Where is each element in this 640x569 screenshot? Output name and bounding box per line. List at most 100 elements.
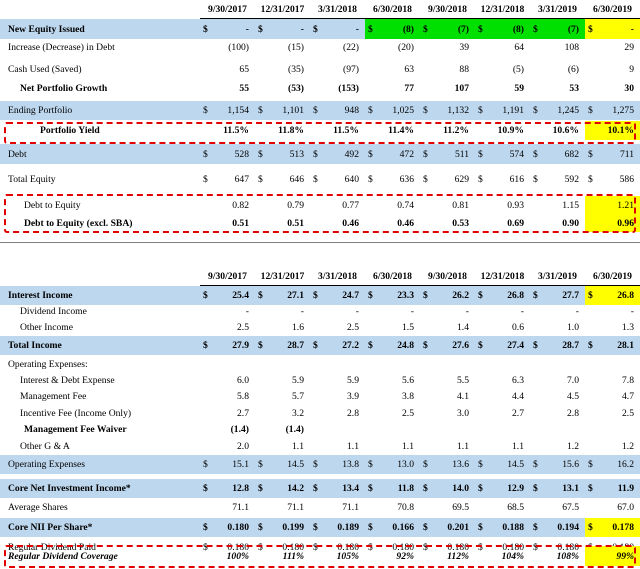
- table-cell: $24.7: [310, 286, 365, 305]
- table-cell: 112%: [420, 546, 475, 566]
- table-cell: 5.9: [310, 372, 365, 388]
- cell-value: 14.0: [452, 483, 469, 494]
- cell-value: 14.2: [287, 483, 304, 494]
- table-cell: 92%: [365, 546, 420, 566]
- cell-value: 0.178: [612, 522, 634, 533]
- table-cell: -: [200, 304, 255, 319]
- cell-value: 13.6: [452, 459, 469, 470]
- table-cell: 67.0: [585, 498, 640, 517]
- cell-value: 1,154: [227, 105, 249, 116]
- table-cell: $ -: [255, 19, 310, 39]
- table-cell: $26.8: [585, 286, 640, 305]
- currency-symbol: $: [533, 522, 538, 533]
- table-cell: 53: [530, 79, 585, 97]
- table-cell: 5.6: [365, 372, 420, 388]
- table-cell: $26.2: [420, 286, 475, 305]
- table-row: Average Shares 71.1 71.1 71.1 70.8 69.5 68.5 67…: [0, 498, 640, 517]
- cell-value: 1.4: [457, 321, 469, 333]
- currency-symbol: $: [203, 23, 208, 35]
- table-cell: 1.4: [420, 319, 475, 335]
- cell-value: 2.8: [567, 407, 579, 419]
- cell-value: (6): [567, 64, 579, 75]
- table-cell: $23.3: [365, 286, 420, 305]
- table-cell: 29: [585, 39, 640, 56]
- cell-value: 2.5: [237, 321, 249, 333]
- cell-value: 9: [629, 64, 634, 75]
- table-row: Dividend Income - - - - - - - -: [0, 304, 640, 319]
- cell-value: 0.194: [557, 522, 579, 533]
- cell-value: 0.6: [512, 321, 524, 333]
- table-row: Operating Expenses $15.1 $14.5 $13.8 $13.0 $1…: [0, 455, 640, 474]
- row-label: Management Fee Waiver: [24, 424, 127, 435]
- cell-value: 3.9: [347, 391, 359, 402]
- currency-symbol: $: [368, 105, 373, 116]
- table-cell: 6.3: [475, 372, 530, 388]
- column-header: 3/31/2018: [310, 0, 365, 19]
- cell-value: 77: [404, 82, 414, 94]
- table-cell: $0.180: [420, 538, 475, 556]
- table-cell: 71.1: [310, 498, 365, 517]
- cell-value: 1,245: [557, 105, 579, 116]
- cell-value: 3.0: [457, 407, 469, 419]
- cell-value: 68.5: [507, 502, 524, 513]
- currency-symbol: $: [533, 23, 538, 35]
- table-cell: 5.9: [255, 372, 310, 388]
- currency-symbol: $: [368, 522, 373, 533]
- table-cell: 3.2: [255, 405, 310, 421]
- table-cell: $0.201: [420, 518, 475, 537]
- currency-symbol: $: [533, 290, 538, 301]
- currency-symbol: $: [203, 173, 208, 185]
- header-spacer: [0, 0, 200, 19]
- table-cell: $ (7): [420, 19, 475, 39]
- table-cell: $0.180: [365, 538, 420, 556]
- cell-value: 0.180: [227, 522, 249, 533]
- cell-value: 39: [459, 42, 469, 53]
- table-cell: 2.8: [530, 405, 585, 421]
- cell-value: 27.2: [342, 340, 359, 351]
- cell-value: 1.3: [622, 321, 634, 333]
- table-cell: 1.6: [255, 319, 310, 335]
- table-cell: 68.5: [475, 498, 530, 517]
- row-label: Management Fee: [20, 391, 87, 402]
- row-label: Core NII Per Share*: [8, 522, 93, 533]
- table-cell: 2.5: [365, 405, 420, 421]
- table-cell: $12.8: [200, 479, 255, 498]
- table-cell: 4.5: [530, 388, 585, 405]
- table-cell: $ -: [200, 19, 255, 39]
- currency-symbol: $: [368, 23, 373, 35]
- table-cell: 63: [365, 61, 420, 78]
- cell-value: -: [465, 306, 469, 317]
- cell-value: 100%: [226, 550, 249, 562]
- cell-value: (15): [288, 42, 304, 53]
- table-cell: $15.1: [200, 455, 255, 474]
- currency-symbol: $: [258, 541, 263, 553]
- cell-value: 0.81: [452, 199, 469, 211]
- cell-value: 27.6: [452, 340, 469, 351]
- table-cell: 88: [420, 61, 475, 78]
- cell-value: 11.9: [617, 483, 634, 494]
- cell-value: 0.77: [342, 199, 359, 211]
- currency-symbol: $: [313, 541, 318, 553]
- table-cell: 104%: [475, 546, 530, 566]
- table-cell: $1,191: [475, 101, 530, 120]
- cell-value: 4.4: [512, 391, 524, 402]
- table-cell: $27.9: [200, 336, 255, 355]
- cell-value: -: [355, 23, 359, 35]
- table-cell: $592: [530, 170, 585, 188]
- cell-value: 0.93: [507, 199, 524, 211]
- cell-value: 4.1: [457, 391, 469, 402]
- table-cell: 1.1: [475, 438, 530, 454]
- table-cell: 10.6%: [530, 121, 585, 140]
- cell-value: 71.1: [232, 502, 249, 513]
- cell-value: 11.5%: [223, 125, 249, 136]
- table-cell: 67.5: [530, 498, 585, 517]
- cell-value: 0.180: [337, 541, 359, 553]
- cell-value: 11.5%: [333, 125, 359, 136]
- cell-value: 107: [454, 82, 469, 94]
- column-header: 3/31/2019: [530, 267, 585, 286]
- cell-value: 67.5: [562, 502, 579, 513]
- table-cell: $0.194: [530, 518, 585, 537]
- table-cell: 7.8: [585, 372, 640, 388]
- column-header: 9/30/2017: [200, 0, 255, 19]
- cell-value: 511: [454, 148, 469, 160]
